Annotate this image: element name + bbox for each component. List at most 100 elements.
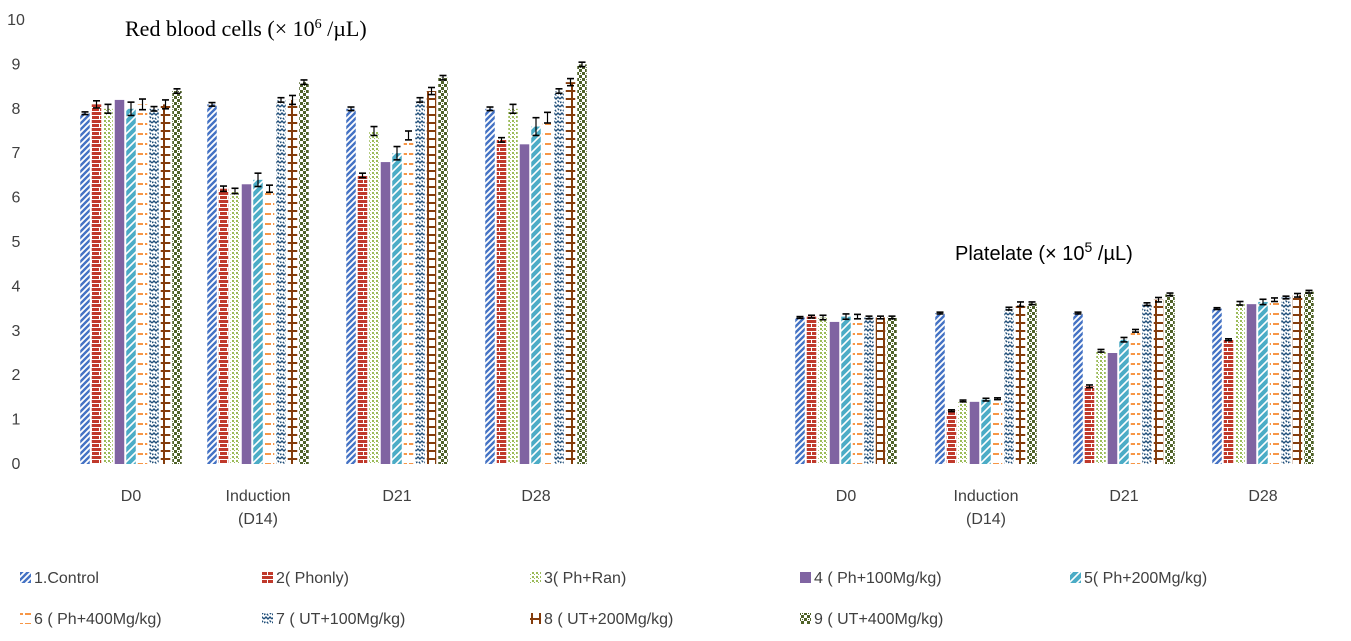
legend-swatch: [530, 572, 541, 583]
bar: [357, 175, 368, 464]
bar: [531, 126, 541, 464]
legend-item: 2( Phonly): [262, 570, 349, 587]
error-bar: [439, 74, 447, 81]
error-bar: [567, 77, 574, 87]
x-tick-label: Induction: [954, 488, 1019, 505]
error-bar: [486, 106, 494, 112]
legend-swatch: [262, 572, 273, 583]
error-bar: [1143, 302, 1151, 307]
bar: [852, 316, 863, 464]
bar: [403, 135, 414, 464]
y-tick-label: 3: [12, 323, 21, 340]
error-bar: [1097, 348, 1105, 353]
error-bar: [1259, 298, 1267, 306]
y-tick-label: 8: [12, 101, 21, 118]
bar: [287, 99, 298, 465]
error-bar: [842, 313, 850, 321]
bar: [160, 104, 171, 465]
bar: [1292, 295, 1303, 464]
error-bar: [93, 100, 100, 109]
error-bar: [1086, 384, 1093, 389]
bar: [485, 108, 495, 465]
bar: [1212, 308, 1222, 464]
error-bar: [854, 313, 861, 320]
error-bar: [127, 101, 135, 117]
bar: [392, 153, 402, 464]
error-bar: [888, 315, 896, 320]
bar: [264, 188, 275, 464]
error-bar: [359, 172, 366, 179]
error-bar: [220, 185, 227, 193]
error-bar: [208, 101, 216, 107]
bar: [1281, 297, 1291, 464]
bar: [806, 316, 817, 464]
bar: [1153, 299, 1164, 464]
panel-title: Platelate (× 105 /µL): [955, 239, 1133, 265]
bar: [1304, 291, 1314, 464]
error-bar: [1213, 306, 1221, 311]
legend-item: 1.Control: [20, 570, 99, 587]
legend: 1.Control 2( Phonly) 3( Ph+Ran) 4 ( Ph+100M…: [20, 570, 1207, 628]
bar: [299, 82, 309, 464]
legend-swatch: [800, 613, 811, 624]
bar: [1246, 304, 1257, 464]
bar: [992, 398, 1003, 464]
legend-item: 4 ( Ph+100Mg/kg): [800, 570, 942, 587]
legend-item: 8 ( UT+200Mg/kg): [530, 611, 673, 628]
panel-red-blood-cells: Red blood cells (× 106 /µL) D0 Induction (D…: [80, 16, 587, 528]
error-bar: [578, 61, 586, 68]
legend-item: 5( Ph+200Mg/kg): [1070, 570, 1207, 587]
y-tick-label: 2: [12, 367, 21, 384]
panel-title: Red blood cells (× 106 /µL): [125, 16, 367, 41]
error-bar: [393, 145, 401, 161]
bar: [841, 316, 851, 464]
bar: [1004, 308, 1014, 464]
legend-label: 2( Phonly): [276, 570, 349, 587]
error-bar: [555, 88, 563, 95]
bar: [241, 184, 252, 464]
legend-label: 1.Control: [34, 570, 99, 587]
bar: [554, 91, 564, 464]
bar: [1119, 339, 1129, 464]
bar: [230, 190, 240, 464]
error-bar: [1166, 292, 1174, 297]
bar: [276, 99, 286, 465]
error-bar: [1074, 311, 1082, 315]
legend-label: 8 ( UT+200Mg/kg): [544, 611, 673, 628]
bar: [137, 104, 148, 465]
bar: [1015, 304, 1026, 464]
x-tick-label: D21: [1109, 488, 1138, 505]
error-bar: [509, 103, 517, 115]
legend-label: 9 ( UT+400Mg/kg): [814, 611, 943, 628]
bar: [91, 104, 102, 465]
error-bar: [162, 99, 169, 110]
bar: [829, 321, 840, 464]
error-bar: [994, 397, 1001, 401]
y-tick-label: 1: [12, 412, 21, 429]
error-bar: [982, 397, 990, 402]
bar: [1130, 330, 1141, 464]
bar: [438, 77, 448, 464]
bar: [565, 82, 576, 464]
y-tick-label: 5: [12, 234, 21, 251]
bar: [415, 99, 425, 465]
bar: [958, 400, 968, 464]
error-bar: [1271, 297, 1278, 303]
y-tick-label: 7: [12, 145, 21, 162]
panel-platelate: Platelate (× 105 /µL) D0 Induction (D14) D21…: [795, 239, 1314, 528]
bar: [1235, 303, 1245, 464]
error-bar: [139, 98, 146, 111]
bar: [508, 108, 518, 465]
x-tick-label: D0: [836, 488, 857, 505]
error-bar: [1294, 292, 1301, 298]
bar: [1258, 301, 1268, 464]
error-bar: [428, 86, 435, 96]
y-tick-label: 0: [12, 456, 21, 473]
bar: [253, 179, 263, 464]
error-bar: [865, 315, 873, 320]
bar: [969, 401, 980, 464]
error-bar: [1017, 301, 1024, 308]
error-bar: [416, 96, 424, 103]
error-bar: [1305, 289, 1313, 294]
